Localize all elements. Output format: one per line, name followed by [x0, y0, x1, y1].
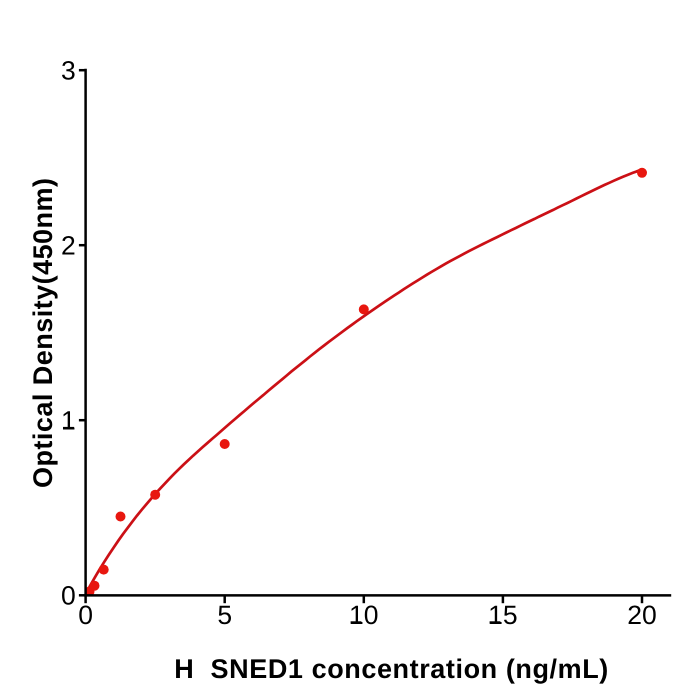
- svg-text:15: 15: [488, 600, 517, 630]
- svg-text:3: 3: [61, 55, 76, 85]
- svg-text:1: 1: [61, 405, 76, 435]
- svg-text:5: 5: [217, 600, 232, 630]
- svg-text:20: 20: [627, 600, 656, 630]
- svg-text:0: 0: [61, 581, 76, 611]
- svg-text:2: 2: [61, 230, 76, 260]
- svg-text:10: 10: [349, 600, 378, 630]
- svg-text:H SNED1 concentration (ng/mL): H SNED1 concentration (ng/mL): [174, 654, 608, 684]
- svg-text:0: 0: [78, 600, 93, 630]
- svg-text:Optical Density(450nm): Optical Density(450nm): [28, 178, 58, 488]
